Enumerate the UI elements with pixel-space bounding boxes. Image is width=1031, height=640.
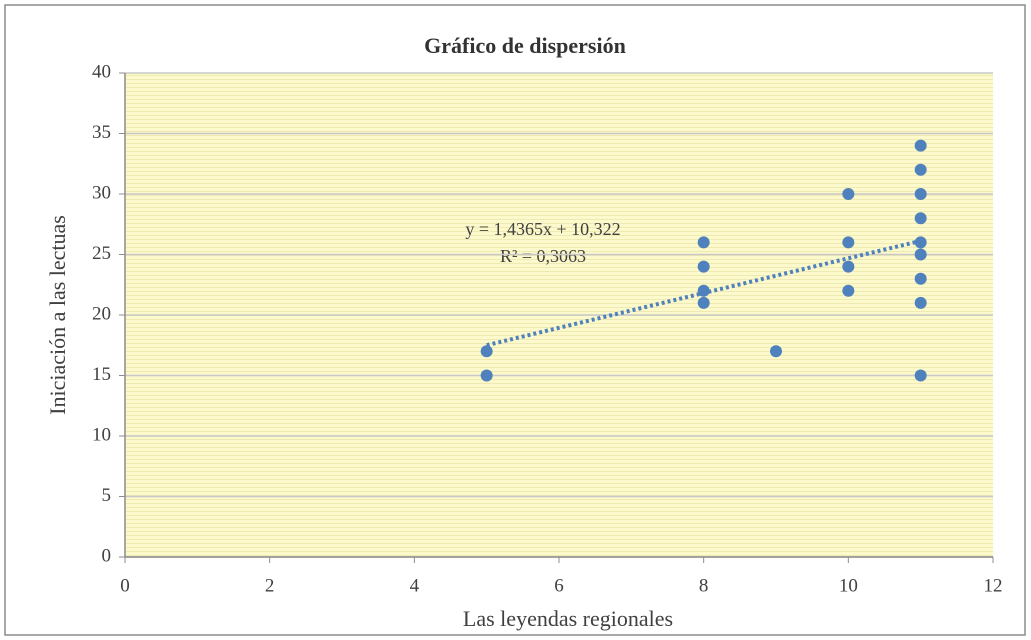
- y-tick-label: 20: [92, 303, 111, 324]
- data-point: [914, 139, 927, 152]
- x-tick-label: 4: [410, 575, 420, 596]
- data-point: [697, 236, 710, 249]
- data-point: [842, 188, 855, 200]
- data-point: [914, 212, 927, 225]
- chart-title: Gráfico de dispersión: [424, 33, 626, 58]
- y-tick-label: 10: [92, 424, 111, 445]
- data-point: [914, 188, 927, 200]
- x-tick-label: 6: [554, 575, 564, 596]
- y-tick-label: 40: [92, 61, 111, 82]
- data-point: [842, 284, 855, 297]
- data-point: [697, 296, 710, 309]
- y-axis-title: Iniciación a las lectuas: [45, 215, 70, 415]
- x-tick-label: 10: [839, 575, 858, 596]
- y-tick-label: 35: [92, 122, 111, 143]
- y-tick-label: 0: [102, 545, 112, 566]
- trendline-equation: y = 1,4365x + 10,322: [465, 219, 620, 239]
- data-point: [842, 260, 855, 273]
- y-tick-label: 25: [92, 243, 111, 264]
- data-point: [697, 284, 710, 297]
- y-tick-label: 15: [92, 364, 111, 385]
- data-point: [914, 236, 927, 249]
- y-tick-label: 30: [92, 182, 111, 203]
- data-point: [697, 260, 710, 273]
- x-tick-label: 0: [120, 575, 130, 596]
- x-tick-label: 8: [699, 575, 709, 596]
- data-point: [914, 296, 927, 309]
- data-point: [914, 272, 927, 285]
- y-tick-label: 5: [102, 485, 112, 506]
- data-point: [480, 345, 493, 358]
- data-point: [914, 248, 927, 261]
- trendline-r2: R² = 0,3063: [500, 246, 586, 266]
- x-axis-title: Las leyendas regionales: [463, 606, 673, 631]
- data-point: [914, 163, 927, 176]
- data-point: [914, 369, 927, 382]
- x-tick-label: 12: [984, 575, 1003, 596]
- data-point: [770, 345, 782, 358]
- data-point: [842, 236, 855, 249]
- data-point: [480, 369, 493, 382]
- x-tick-label: 2: [265, 575, 275, 596]
